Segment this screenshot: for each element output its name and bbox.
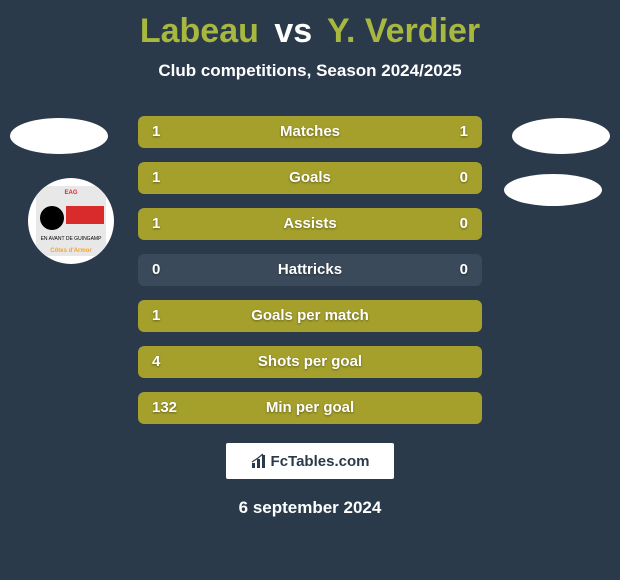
club-badge-eag: EAG EN AVANT DE GUINGAMP Côtes d'Armor — [36, 186, 106, 256]
stat-bar-right — [406, 208, 482, 240]
stat-value-right: 0 — [460, 254, 468, 286]
stat-value-left: 0 — [152, 254, 160, 286]
stat-row: 1Matches1 — [138, 116, 482, 148]
stat-label: Hattricks — [138, 254, 482, 286]
brand-text: FcTables.com — [271, 453, 370, 470]
badge-line2: EN AVANT DE GUINGAMP — [36, 236, 106, 242]
stat-bar-right — [310, 116, 482, 148]
title-vs: vs — [274, 12, 312, 50]
date-label: 6 september 2024 — [0, 498, 620, 518]
stat-bar-left — [138, 392, 482, 424]
brand-box[interactable]: FcTables.com — [226, 443, 394, 479]
badge-line1: EAG — [36, 190, 106, 196]
player-left-avatar-placeholder — [10, 118, 108, 154]
page-title: Labeau vs Y. Verdier — [0, 0, 620, 51]
player-left-club-badge: EAG EN AVANT DE GUINGAMP Côtes d'Armor — [28, 178, 114, 264]
player-left-name: Labeau — [140, 12, 259, 50]
badge-line3: Côtes d'Armor — [36, 248, 106, 254]
stat-bar-left — [138, 346, 482, 378]
player-right-avatar-placeholder — [512, 118, 610, 154]
stat-bar-left — [138, 162, 406, 194]
stat-bar-left — [138, 300, 482, 332]
subtitle: Club competitions, Season 2024/2025 — [0, 61, 620, 81]
stat-bar-right — [406, 162, 482, 194]
stat-row: 1Goals per match — [138, 300, 482, 332]
badge-spiral-icon — [40, 206, 64, 230]
stat-row: 0Hattricks0 — [138, 254, 482, 286]
stat-row: 1Goals0 — [138, 162, 482, 194]
chart-icon — [251, 453, 267, 469]
player-right-club-placeholder — [504, 174, 602, 206]
stat-bar-left — [138, 208, 406, 240]
stats-container: 1Matches1 1Goals0 1Assists0 0Hattricks0 1Goa… — [138, 116, 482, 438]
badge-red-block — [66, 206, 104, 224]
stat-row: 132Min per goal — [138, 392, 482, 424]
stat-row: 4Shots per goal — [138, 346, 482, 378]
stat-row: 1Assists0 — [138, 208, 482, 240]
stat-bar-left — [138, 116, 310, 148]
player-right-name: Y. Verdier — [327, 12, 480, 50]
